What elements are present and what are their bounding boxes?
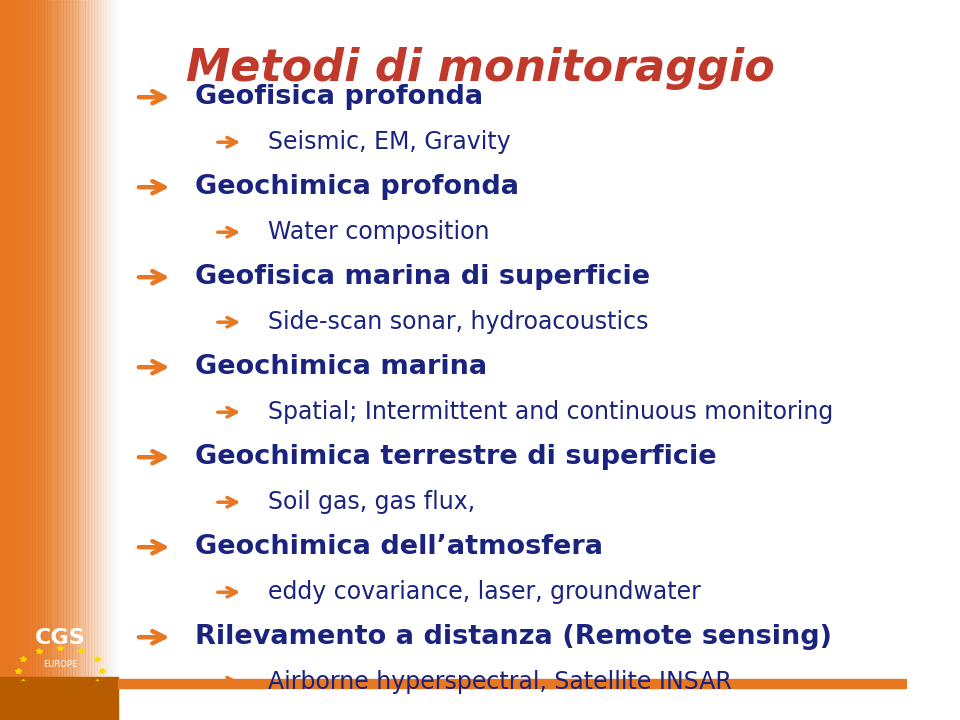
Bar (22, 0, 25, 677)
Bar (31, 0, 34, 677)
Bar (113, 0, 116, 677)
Bar (115, 0, 117, 677)
Text: Geochimica terrestre di superficie: Geochimica terrestre di superficie (195, 444, 716, 470)
Bar (107, 0, 108, 677)
Text: Spatial; Intermittent and continuous monitoring: Spatial; Intermittent and continuous mon… (268, 400, 833, 424)
Bar (60, 0, 62, 677)
Bar (44, 0, 47, 677)
Bar (69, 0, 72, 677)
Bar (103, 0, 106, 677)
Bar (72, 0, 75, 677)
Text: Geofisica marina di superficie: Geofisica marina di superficie (195, 264, 650, 290)
Bar (49, 0, 51, 677)
Bar (85, 0, 88, 677)
Bar (52, 0, 54, 677)
Text: Rilevamento a distanza (Remote sensing): Rilevamento a distanza (Remote sensing) (195, 624, 832, 650)
Bar (112, 0, 114, 677)
Bar (39, 0, 42, 677)
Bar (12, 0, 14, 677)
Bar (41, 0, 43, 677)
Text: Geofisica profonda: Geofisica profonda (195, 84, 483, 110)
Bar (25, 0, 28, 677)
Bar (56, 0, 59, 677)
Bar (80, 0, 82, 677)
Bar (20, 0, 23, 677)
Bar (34, 0, 36, 677)
Bar (91, 0, 94, 677)
Bar (0, 677, 118, 720)
Bar (43, 0, 45, 677)
Bar (74, 0, 76, 677)
Bar (46, 0, 48, 677)
Bar (0, 0, 2, 677)
Bar (27, 0, 29, 677)
Bar (55, 0, 57, 677)
Bar (53, 0, 56, 677)
Bar (83, 0, 84, 677)
Bar (99, 0, 101, 677)
Bar (109, 0, 111, 677)
Text: eddy covariance, laser, groundwater: eddy covariance, laser, groundwater (268, 580, 701, 604)
Text: Soil gas, gas flux,: Soil gas, gas flux, (268, 490, 474, 514)
Bar (94, 0, 97, 677)
Bar (87, 0, 89, 677)
Text: Geochimica profonda: Geochimica profonda (195, 174, 519, 200)
Bar (63, 0, 66, 677)
Bar (118, 679, 907, 688)
Bar (3, 0, 6, 677)
Bar (93, 0, 95, 677)
Bar (16, 0, 18, 677)
Text: Airborne hyperspectral, Satellite INSAR: Airborne hyperspectral, Satellite INSAR (268, 670, 732, 694)
Bar (19, 0, 21, 677)
Text: Geochimica dell’atmosfera: Geochimica dell’atmosfera (195, 534, 603, 560)
Bar (77, 0, 79, 677)
Text: Metodi di monitoraggio: Metodi di monitoraggio (186, 47, 775, 90)
Bar (30, 0, 32, 677)
Bar (78, 0, 81, 677)
Bar (47, 0, 50, 677)
Bar (102, 0, 104, 677)
Bar (5, 0, 7, 677)
Text: Seismic, EM, Gravity: Seismic, EM, Gravity (268, 130, 511, 154)
Text: Water composition: Water composition (268, 220, 489, 244)
Bar (36, 0, 39, 677)
Bar (9, 0, 12, 677)
Bar (90, 0, 92, 677)
Bar (75, 0, 78, 677)
Text: Side-scan sonar, hydroacoustics: Side-scan sonar, hydroacoustics (268, 310, 648, 334)
Bar (6, 0, 9, 677)
Bar (24, 0, 26, 677)
Text: Geochimica marina: Geochimica marina (195, 354, 487, 380)
Bar (66, 0, 69, 677)
Bar (68, 0, 70, 677)
Bar (38, 0, 40, 677)
Bar (61, 0, 64, 677)
Text: EUROPE: EUROPE (43, 660, 77, 669)
Bar (84, 0, 86, 677)
Bar (2, 0, 4, 677)
Bar (65, 0, 67, 677)
Bar (58, 0, 60, 677)
Bar (17, 0, 20, 677)
Text: CGS: CGS (35, 629, 85, 648)
Bar (71, 0, 73, 677)
Bar (8, 0, 10, 677)
Bar (50, 0, 53, 677)
Bar (33, 0, 35, 677)
Bar (97, 0, 100, 677)
Bar (13, 0, 15, 677)
Bar (81, 0, 84, 677)
Bar (28, 0, 31, 677)
Bar (116, 0, 119, 677)
Bar (105, 0, 107, 677)
Bar (11, 0, 12, 677)
Bar (110, 0, 113, 677)
Bar (96, 0, 98, 677)
Bar (59, 0, 61, 677)
Bar (14, 0, 17, 677)
Bar (100, 0, 103, 677)
Bar (36, 0, 37, 677)
Bar (108, 0, 110, 677)
Bar (88, 0, 91, 677)
